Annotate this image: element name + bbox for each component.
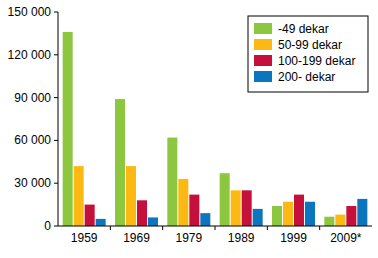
x-tick-label: 1999 — [280, 231, 307, 245]
bar — [305, 202, 315, 226]
y-tick-label: 120 000 — [8, 48, 52, 62]
legend-swatch — [254, 23, 272, 34]
y-tick — [54, 140, 58, 141]
bar — [357, 199, 367, 226]
x-separator — [319, 226, 320, 230]
legend-label: -49 dekar — [278, 22, 329, 36]
y-tick-label: 90 000 — [14, 91, 51, 105]
bar — [220, 173, 230, 226]
chart-svg: 0 30 000 60 000 90 000 120 000 150 000 1959 196… — [0, 0, 378, 258]
bar — [272, 206, 282, 226]
bar — [189, 195, 199, 226]
x-separator — [215, 226, 216, 230]
y-tick-label: 0 — [44, 219, 51, 233]
x-tick-label: 1959 — [71, 231, 98, 245]
y-tick — [54, 183, 58, 184]
y-axis — [58, 12, 59, 226]
bar — [115, 99, 125, 226]
y-tick-label: 30 000 — [14, 176, 51, 190]
legend-box — [248, 16, 368, 92]
y-tick-label: 60 000 — [14, 133, 51, 147]
bar — [137, 200, 147, 226]
bar — [253, 209, 263, 226]
x-tick-label: 1969 — [123, 231, 150, 245]
bar — [200, 213, 210, 226]
bar — [324, 217, 334, 226]
bar — [283, 202, 293, 226]
y-tick — [54, 97, 58, 98]
x-tick-label: 2009* — [330, 231, 362, 245]
legend: -49 dekar 50-99 dekar 100-199 dekar 200- de… — [248, 16, 368, 92]
bar — [346, 206, 356, 226]
x-axis — [58, 226, 372, 227]
legend-label: 200- dekar — [278, 70, 335, 84]
bar — [85, 205, 95, 226]
y-tick — [54, 12, 58, 13]
bar — [63, 32, 73, 226]
legend-label: 100-199 dekar — [278, 54, 355, 68]
y-tick — [54, 54, 58, 55]
x-separator — [110, 226, 111, 230]
legend-label: 50-99 dekar — [278, 38, 342, 52]
bar — [167, 138, 177, 226]
bar — [74, 166, 84, 226]
bar — [96, 219, 106, 226]
legend-swatch — [254, 71, 272, 82]
x-separator — [267, 226, 268, 230]
legend-swatch — [254, 55, 272, 66]
bars — [63, 32, 368, 226]
x-tick-label: 1989 — [228, 231, 255, 245]
y-tick-label: 150 000 — [8, 5, 52, 19]
bar — [148, 217, 158, 226]
bar — [178, 179, 188, 226]
chart-container: 0 30 000 60 000 90 000 120 000 150 000 1959 196… — [0, 0, 378, 258]
bar — [231, 190, 241, 226]
bar — [242, 190, 252, 226]
x-tick-label: 1979 — [175, 231, 202, 245]
bar — [335, 215, 345, 226]
y-tick — [54, 226, 58, 227]
bar — [126, 166, 136, 226]
bar — [294, 195, 304, 226]
legend-swatch — [254, 39, 272, 50]
x-separator — [162, 226, 163, 230]
